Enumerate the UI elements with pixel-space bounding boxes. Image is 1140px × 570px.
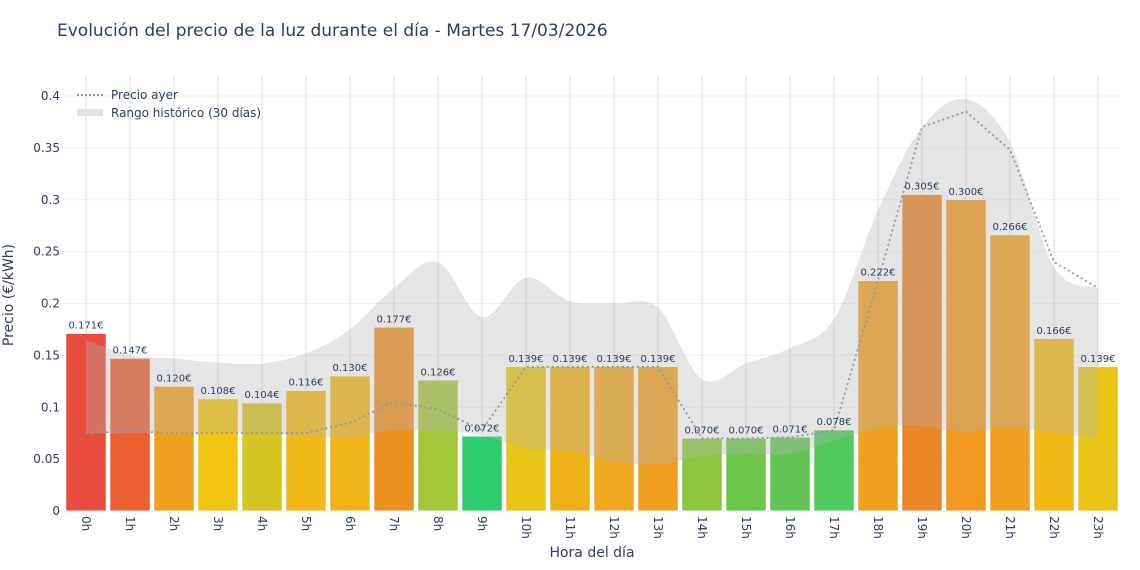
data-label-15h: 0.070€ xyxy=(729,425,764,436)
data-label-14h: 0.070€ xyxy=(685,425,720,436)
bar-23h xyxy=(1077,366,1119,512)
x-tick-label: 21h xyxy=(1003,516,1017,539)
data-label-23h: 0.139€ xyxy=(1081,354,1116,365)
y-tick-label: 0.2 xyxy=(41,297,60,311)
data-label-9h: 0.072€ xyxy=(465,423,500,434)
bar-6h xyxy=(329,375,371,512)
data-label-19h: 0.305€ xyxy=(905,182,940,193)
bar-4h xyxy=(241,402,283,512)
bar-13h xyxy=(637,366,679,512)
data-label-10h: 0.139€ xyxy=(509,354,544,365)
x-tick-label: 9h xyxy=(475,516,489,531)
data-label-12h: 0.139€ xyxy=(597,354,632,365)
x-tick-label: 22h xyxy=(1047,516,1061,539)
x-tick-label: 4h xyxy=(255,516,269,531)
bar-18h xyxy=(857,280,899,512)
data-label-4h: 0.104€ xyxy=(245,390,280,401)
y-tick-label: 0.15 xyxy=(33,348,60,362)
data-label-3h: 0.108€ xyxy=(201,386,236,397)
x-tick-label: 11h xyxy=(563,516,577,539)
y-tick-label: 0.3 xyxy=(41,193,60,207)
legend-band-icon xyxy=(77,109,103,116)
data-label-20h: 0.300€ xyxy=(949,187,984,198)
x-tick-label: 3h xyxy=(211,516,225,531)
bar-1h xyxy=(109,358,151,512)
data-label-6h: 0.130€ xyxy=(333,363,368,374)
x-tick-label: 15h xyxy=(739,516,753,539)
x-tick-label: 12h xyxy=(607,516,621,539)
x-tick-label: 6h xyxy=(343,516,357,531)
x-tick-label: 8h xyxy=(431,516,445,531)
bar-9h xyxy=(461,436,503,512)
data-label-5h: 0.116€ xyxy=(289,378,324,389)
x-tick-label: 20h xyxy=(959,516,973,539)
data-label-0h: 0.171€ xyxy=(69,321,104,332)
x-tick-label: 1h xyxy=(123,516,137,531)
bar-22h xyxy=(1033,338,1075,512)
data-label-1h: 0.147€ xyxy=(113,345,148,356)
historical-range-area xyxy=(86,98,1098,465)
data-label-13h: 0.139€ xyxy=(641,354,676,365)
yesterday-price-line xyxy=(85,110,1099,440)
bar-8h xyxy=(417,380,459,512)
x-tick-label: 5h xyxy=(299,516,313,531)
bar-10h xyxy=(505,366,547,512)
x-tick-label: 18h xyxy=(871,516,885,539)
bar-12h xyxy=(593,366,635,512)
x-tick-label: 17h xyxy=(827,516,841,539)
y-tick-label: 0.35 xyxy=(33,141,60,155)
x-tick-label: 19h xyxy=(915,516,929,539)
bar-21h xyxy=(989,234,1031,512)
bar-17h xyxy=(813,429,855,512)
y-tick-label: 0.1 xyxy=(41,400,60,414)
y-tick-label: 0.25 xyxy=(33,245,60,259)
bar-3h xyxy=(197,398,239,512)
x-tick-label: 0h xyxy=(79,516,93,531)
x-tick-label: 2h xyxy=(167,516,181,531)
legend[interactable]: Precio ayer Rango histórico (30 días) xyxy=(77,88,261,120)
data-labels: 0.171€ 0.147€ 0.120€ 0.108€ 0.104€ 0.116€ 0.13… xyxy=(69,182,1116,437)
data-label-7h: 0.177€ xyxy=(377,314,412,325)
bar-11h xyxy=(549,366,591,512)
data-label-2h: 0.120€ xyxy=(157,374,192,385)
x-tick-label: 7h xyxy=(387,516,401,531)
x-axis-title: Hora del día xyxy=(549,545,634,561)
y-tick-label: 0.4 xyxy=(41,89,60,103)
bar-7h xyxy=(373,327,415,512)
data-label-17h: 0.078€ xyxy=(817,417,852,428)
historical-range-band xyxy=(86,98,1098,465)
legend-item-rango-historico[interactable]: Rango histórico (30 días) xyxy=(111,106,261,120)
y-tick-label: 0 xyxy=(52,504,60,518)
bar-19h xyxy=(901,194,943,512)
data-label-18h: 0.222€ xyxy=(861,268,896,279)
bar-14h xyxy=(681,438,723,512)
x-tick-label: 14h xyxy=(695,516,709,539)
legend-item-precio-ayer[interactable]: Precio ayer xyxy=(111,88,178,102)
data-label-8h: 0.126€ xyxy=(421,367,456,378)
yesterday-line xyxy=(85,110,1099,440)
y-tick-label: 0.05 xyxy=(33,452,60,466)
bars xyxy=(65,194,1119,512)
data-label-11h: 0.139€ xyxy=(553,354,588,365)
x-tick-label: 13h xyxy=(651,516,665,539)
bar-16h xyxy=(769,437,811,512)
y-axis-title: Precio (€/kWh) xyxy=(1,244,17,346)
bar-5h xyxy=(285,390,327,512)
x-tick-label: 23h xyxy=(1091,516,1105,539)
x-tick-label: 10h xyxy=(519,516,533,539)
bar-2h xyxy=(153,386,195,512)
x-tick-label: 16h xyxy=(783,516,797,539)
axes: 0 0.05 0.1 0.15 0.2 0.25 0.3 0.35 0.4 0h 1h 2h 3h 4h 5… xyxy=(33,89,1120,539)
chart-title: Evolución del precio de la luz durante e… xyxy=(57,21,608,41)
data-label-22h: 0.166€ xyxy=(1037,326,1072,337)
bar-20h xyxy=(945,199,987,512)
data-label-21h: 0.266€ xyxy=(993,222,1028,233)
data-label-16h: 0.071€ xyxy=(773,424,808,435)
